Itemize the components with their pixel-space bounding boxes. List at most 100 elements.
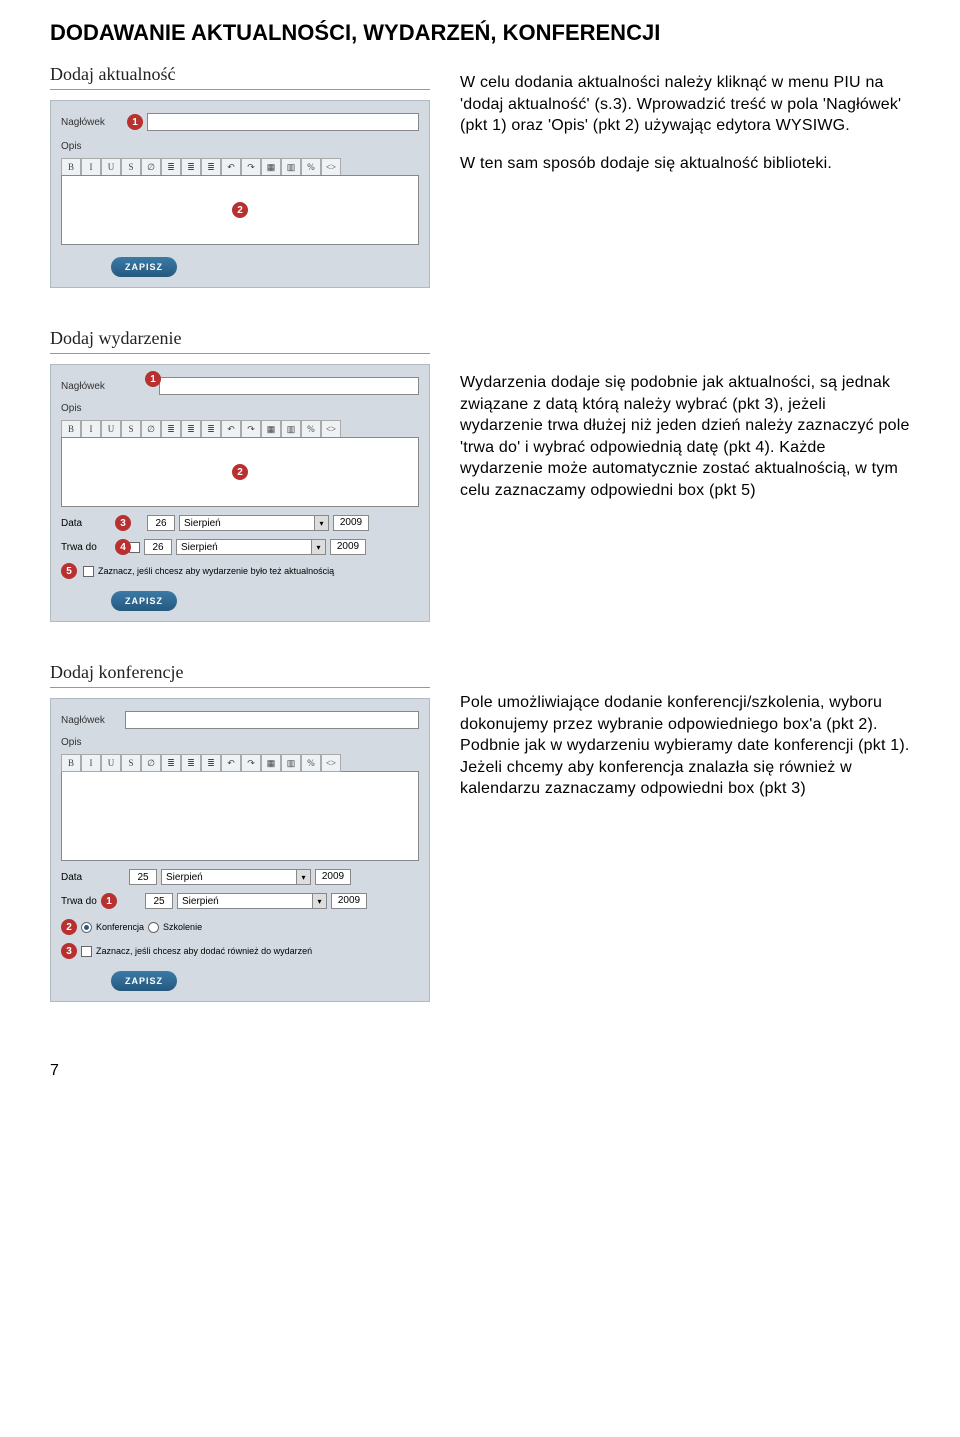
toolbar-btn[interactable]: <>: [321, 754, 341, 772]
toolbar-btn[interactable]: B: [61, 754, 81, 772]
toolbar-btn[interactable]: ≣: [201, 754, 221, 772]
label-naglowek: Nagłówek: [61, 715, 125, 726]
toolbar-btn[interactable]: ↷: [241, 158, 261, 176]
desc-p2: W ten sam sposób dodaje się aktualność b…: [460, 153, 910, 175]
form-title: Dodaj konferencje: [50, 662, 430, 688]
badge-3: 3: [61, 943, 77, 959]
month-select-2[interactable]: Sierpień ▾: [176, 539, 326, 555]
day-input[interactable]: [147, 515, 175, 531]
toolbar-btn[interactable]: B: [61, 420, 81, 438]
save-button[interactable]: ZAPISZ: [111, 257, 177, 277]
aktualnosc-checkbox[interactable]: [83, 566, 94, 577]
toolbar-btn[interactable]: I: [81, 158, 101, 176]
form-card-wydarzenie: Dodaj wydarzenie Nagłówek 1 Opis BIUS∅≣≣…: [50, 328, 430, 622]
month-select-2[interactable]: Sierpień ▾: [177, 893, 327, 909]
toolbar-btn[interactable]: U: [101, 158, 121, 176]
toolbar-btn[interactable]: S: [121, 420, 141, 438]
desc-p: Pole umożliwiające dodanie konferencji/s…: [460, 692, 910, 800]
save-button[interactable]: ZAPISZ: [111, 591, 177, 611]
toolbar-btn[interactable]: ▦: [261, 754, 281, 772]
toolbar-btn[interactable]: I: [81, 754, 101, 772]
toolbar-btn[interactable]: ≣: [161, 420, 181, 438]
month-value: Sierpień: [166, 872, 203, 883]
radio-konferencja[interactable]: [81, 922, 92, 933]
page-number: 7: [50, 1062, 910, 1080]
toolbar-btn[interactable]: ∅: [141, 158, 161, 176]
chevron-down-icon: ▾: [311, 540, 325, 554]
editor-area[interactable]: 2: [61, 175, 419, 245]
toolbar-btn[interactable]: ≣: [161, 754, 181, 772]
toolbar-btn[interactable]: U: [101, 754, 121, 772]
section-aktualnosc: Dodaj aktualność Nagłówek 1 Opis BIUS∅≣≣…: [50, 64, 910, 288]
badge-4: 4: [115, 539, 131, 555]
toolbar-btn[interactable]: ≣: [181, 158, 201, 176]
toolbar-btn[interactable]: ↷: [241, 754, 261, 772]
toolbar-btn[interactable]: ▥: [281, 754, 301, 772]
editor-area[interactable]: 2: [61, 437, 419, 507]
toolbar-btn[interactable]: I: [81, 420, 101, 438]
badge-2: 2: [232, 464, 248, 480]
radio-szk-label: Szkolenie: [163, 922, 202, 932]
toolbar-btn[interactable]: ▥: [281, 158, 301, 176]
toolbar-btn[interactable]: ∅: [141, 754, 161, 772]
naglowek-input[interactable]: [147, 113, 419, 131]
toolbar-btn[interactable]: %: [301, 420, 321, 438]
toolbar-btn[interactable]: S: [121, 158, 141, 176]
toolbar-btn[interactable]: ↷: [241, 420, 261, 438]
day-input[interactable]: [129, 869, 157, 885]
month-select[interactable]: Sierpień ▾: [161, 869, 311, 885]
label-naglowek: Nagłówek: [61, 381, 125, 392]
naglowek-input[interactable]: [159, 377, 419, 395]
day-input-2[interactable]: [145, 893, 173, 909]
toolbar-btn[interactable]: ▦: [261, 420, 281, 438]
toolbar-btn[interactable]: U: [101, 420, 121, 438]
chevron-down-icon: ▾: [312, 894, 326, 908]
year-value: 2009: [330, 539, 366, 555]
toolbar-btn[interactable]: %: [301, 158, 321, 176]
label-naglowek: Nagłówek: [61, 117, 125, 128]
month-select[interactable]: Sierpień ▾: [179, 515, 329, 531]
form-card-aktualnosc: Dodaj aktualność Nagłówek 1 Opis BIUS∅≣≣…: [50, 64, 430, 288]
chevron-down-icon: ▾: [296, 870, 310, 884]
toolbar-btn[interactable]: ↶: [221, 754, 241, 772]
toolbar-btn[interactable]: S: [121, 754, 141, 772]
radio-konf-label: Konferencja: [96, 922, 144, 932]
label-opis: Opis: [61, 403, 125, 414]
day-input-2[interactable]: [144, 539, 172, 555]
check-label: Zaznacz, jeśli chcesz aby dodać również …: [96, 946, 312, 956]
badge-1: 1: [145, 371, 161, 387]
year-value: 2009: [333, 515, 369, 531]
toolbar-btn[interactable]: %: [301, 754, 321, 772]
check-label: Zaznacz, jeśli chcesz aby wydarzenie był…: [98, 566, 334, 576]
toolbar-btn[interactable]: ≣: [201, 158, 221, 176]
toolbar-btn[interactable]: ▦: [261, 158, 281, 176]
naglowek-input[interactable]: [125, 711, 419, 729]
badge-2: 2: [61, 919, 77, 935]
month-value: Sierpień: [181, 542, 218, 553]
badge-1: 1: [127, 114, 143, 130]
year-value: 2009: [315, 869, 351, 885]
toolbar-btn[interactable]: ↶: [221, 158, 241, 176]
form-title: Dodaj aktualność: [50, 64, 430, 90]
section-wydarzenie: Dodaj wydarzenie Nagłówek 1 Opis BIUS∅≣≣…: [50, 328, 910, 622]
form-title: Dodaj wydarzenie: [50, 328, 430, 354]
toolbar-btn[interactable]: <>: [321, 420, 341, 438]
badge-5: 5: [61, 563, 77, 579]
toolbar-btn[interactable]: ≣: [161, 158, 181, 176]
wydarzenia-checkbox[interactable]: [81, 946, 92, 957]
editor-area[interactable]: [61, 771, 419, 861]
label-data: Data: [61, 872, 125, 883]
editor-toolbar: BIUS∅≣≣≣↶↷▦▥%<>: [61, 158, 419, 176]
toolbar-btn[interactable]: ≣: [201, 420, 221, 438]
toolbar-btn[interactable]: ≣: [181, 420, 201, 438]
toolbar-btn[interactable]: ≣: [181, 754, 201, 772]
toolbar-btn[interactable]: B: [61, 158, 81, 176]
editor-toolbar: BIUS∅≣≣≣↶↷▦▥%<>: [61, 420, 419, 438]
toolbar-btn[interactable]: ∅: [141, 420, 161, 438]
toolbar-btn[interactable]: ▥: [281, 420, 301, 438]
editor-toolbar: BIUS∅≣≣≣↶↷▦▥%<>: [61, 754, 419, 772]
toolbar-btn[interactable]: ↶: [221, 420, 241, 438]
save-button[interactable]: ZAPISZ: [111, 971, 177, 991]
radio-szkolenie[interactable]: [148, 922, 159, 933]
toolbar-btn[interactable]: <>: [321, 158, 341, 176]
